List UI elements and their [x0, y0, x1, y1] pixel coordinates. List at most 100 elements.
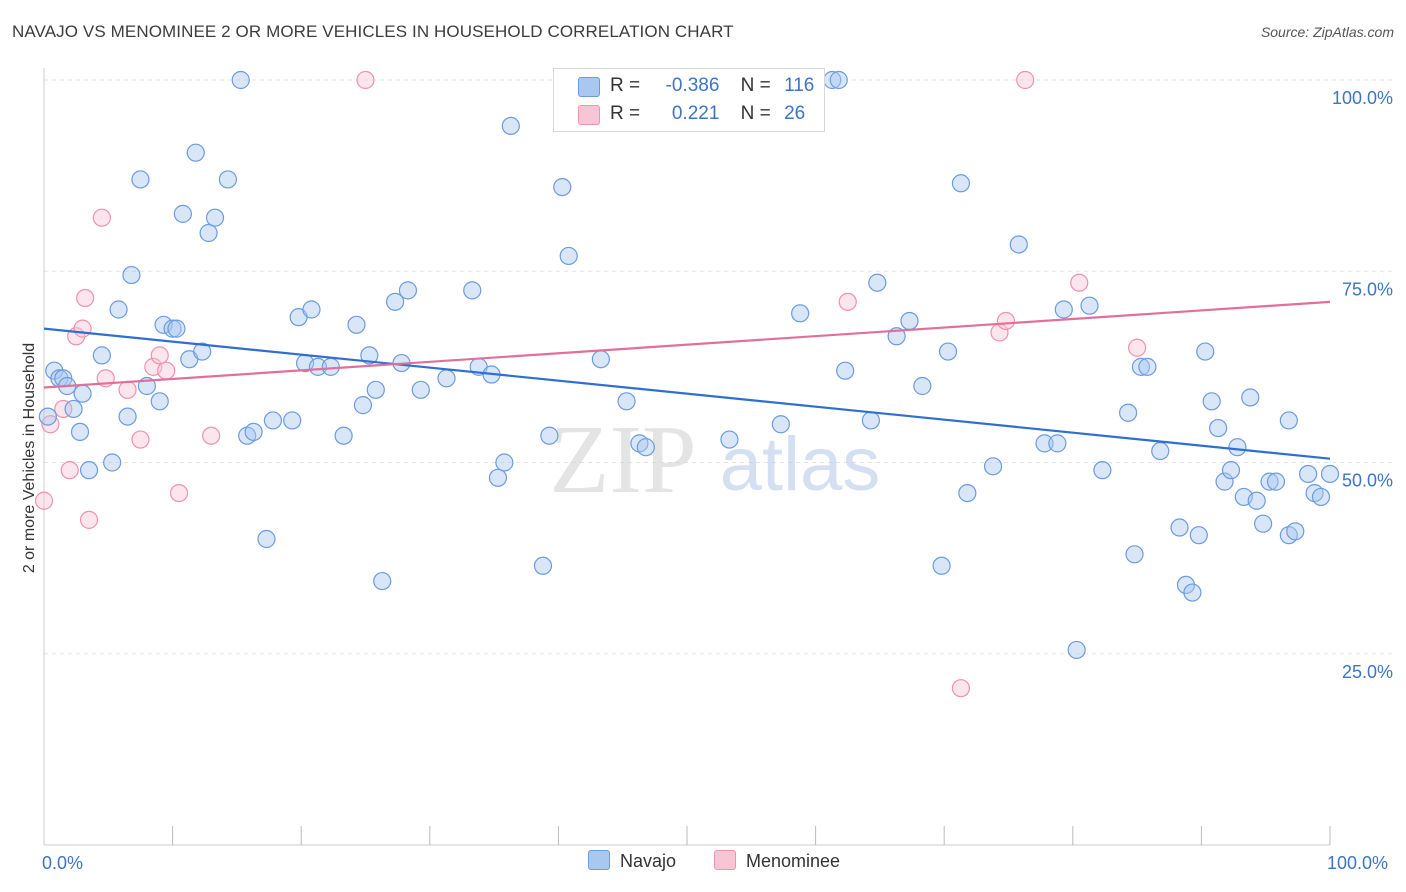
navajo-point-78	[983, 457, 1003, 476]
navajo-point-79	[1009, 235, 1028, 254]
navajo-point-22	[186, 143, 205, 162]
grid: 100.0% 75.0% 50.0% 25.0%	[44, 79, 1393, 682]
menominee-point-2	[54, 399, 73, 419]
navajo-point-49	[463, 281, 482, 300]
menominee-point-3	[60, 461, 79, 480]
navajo-point-103	[1247, 491, 1266, 510]
menominee-swatch	[578, 105, 600, 125]
bottom-legend-menominee: Menominee	[714, 850, 840, 872]
navajo-point-40	[353, 396, 373, 415]
navajo-point-32	[283, 411, 302, 430]
menominee-point-23	[1070, 273, 1089, 292]
navajo-point-85	[1093, 461, 1112, 480]
navajo-point-88	[1131, 357, 1151, 376]
menominee-point-22	[1016, 70, 1035, 90]
navajo-point-113	[1320, 464, 1340, 484]
navajo-point-110	[1299, 464, 1318, 484]
menominee-point-13	[150, 346, 169, 365]
navajo-point-37	[321, 357, 340, 376]
navajo-point-73	[913, 376, 932, 396]
navajo-point-70	[868, 273, 887, 292]
navajo-point-67	[829, 70, 848, 90]
y-tick-label-25: 25.0%	[1342, 662, 1393, 682]
navajo-point-69	[861, 411, 880, 430]
y-tick-label-50: 50.0%	[1342, 471, 1393, 491]
navajo-point-86	[1118, 403, 1138, 422]
navajo-point-47	[411, 380, 430, 399]
watermark-atlas: atlas	[720, 422, 881, 507]
navajo-point-72	[900, 311, 919, 331]
navajo-point-93	[1183, 583, 1202, 602]
navajo-point-76	[951, 174, 971, 193]
watermark-zip: ZIP	[550, 406, 697, 514]
navajo-point-60	[617, 392, 636, 411]
navajo-point-82	[1054, 300, 1073, 319]
navajo-point-27	[231, 70, 250, 90]
navajo-point-75	[938, 342, 958, 361]
navajo-point-42	[366, 380, 385, 399]
navajo-point-48	[437, 369, 456, 388]
navajo-point-30	[257, 529, 276, 549]
bottom-legend-menominee-label: Menominee	[746, 851, 841, 871]
navajo-point-68	[836, 361, 855, 380]
navajo-point-6	[70, 422, 90, 441]
navajo-point-109	[1286, 522, 1305, 541]
navajo-n-value: 116	[784, 75, 815, 96]
navajo-point-10	[103, 453, 122, 472]
navajo-point-16	[150, 392, 169, 411]
navajo-point-36	[308, 357, 328, 376]
navajo-point-35	[302, 300, 321, 319]
menominee-point-16	[202, 426, 221, 445]
x-tick-label-min: 0.0%	[42, 853, 84, 873]
navajo-point-53	[495, 453, 514, 472]
navajo-point-41	[360, 346, 379, 365]
menominee-r-label: R =	[610, 103, 641, 124]
menominee-n-label: N =	[740, 103, 771, 124]
navajo-point-54	[501, 116, 520, 136]
navajo-point-23	[193, 342, 212, 361]
chart-title: NAVAJO VS MENOMINEE 2 OR MORE VEHICLES I…	[12, 22, 734, 41]
navajo-point-97	[1209, 418, 1228, 438]
menominee-point-7	[79, 510, 99, 529]
navajo-point-24	[199, 223, 218, 243]
navajo-point-100	[1228, 438, 1247, 457]
navajo-point-112	[1311, 487, 1331, 507]
navajo-point-80	[1035, 434, 1054, 453]
navajo-point-5	[64, 399, 83, 419]
navajo-point-65	[791, 304, 810, 323]
stats-legend: R = -0.386 N = 116 R = 0.221 N = 26	[553, 68, 825, 132]
y-tick-label-75: 75.0%	[1342, 279, 1393, 299]
navajo-point-83	[1067, 640, 1086, 660]
navajo-point-25	[205, 208, 225, 227]
navajo-point-38	[334, 426, 353, 445]
bottom-legend-navajo-swatch	[588, 850, 610, 870]
navajo-point-104	[1254, 514, 1273, 533]
navajo-point-105	[1260, 472, 1279, 491]
navajo-n-label: N =	[740, 75, 771, 96]
navajo-r-label: R =	[610, 75, 641, 96]
navajo-point-9	[92, 346, 111, 365]
navajo-point-39	[347, 315, 366, 334]
axes	[43, 68, 1331, 846]
navajo-point-26	[218, 170, 237, 189]
navajo-point-52	[488, 468, 508, 487]
navajo-point-95	[1196, 342, 1215, 361]
navajo-point-44	[385, 292, 405, 311]
bottom-legend-navajo-label: Navajo	[620, 851, 677, 871]
navajo-point-20	[173, 204, 192, 223]
y-tick-label-100: 100.0%	[1332, 88, 1393, 108]
trend-lines	[43, 300, 1331, 460]
navajo-point-46	[398, 281, 418, 300]
menominee-point-11	[131, 430, 150, 449]
bottom-legend-menominee-swatch	[714, 850, 736, 870]
navajo-point-18	[163, 319, 182, 338]
navajo-point-14	[131, 170, 150, 189]
navajo-point-29	[244, 422, 263, 441]
navajo-point-56	[540, 426, 559, 445]
navajo-point-77	[958, 484, 977, 503]
navajo-point-0	[38, 407, 57, 426]
navajo-point-64	[771, 415, 790, 434]
navajo-point-57	[553, 178, 572, 197]
menominee-point-0	[34, 491, 54, 510]
